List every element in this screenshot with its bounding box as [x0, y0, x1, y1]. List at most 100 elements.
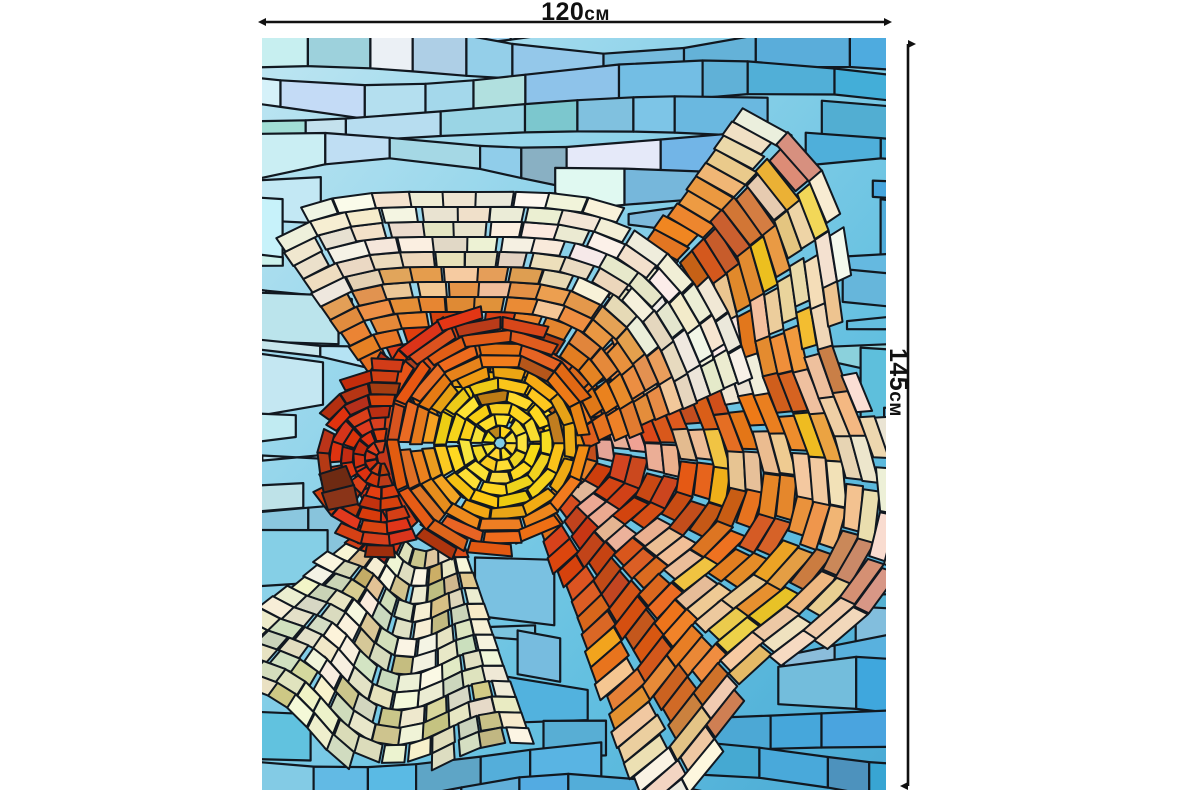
- mosaic-tile: [632, 95, 676, 134]
- mosaic-tile: [456, 205, 492, 223]
- mosaic-tile: [466, 539, 513, 558]
- mosaic-tile: [490, 695, 523, 714]
- mosaic-tile: [713, 134, 766, 171]
- mosaic-tile: [873, 415, 886, 453]
- mosaic-tile: [370, 190, 414, 210]
- mosaic-tile: [262, 626, 269, 637]
- mosaic-tile: [367, 381, 401, 396]
- mosaic-tile: [478, 354, 523, 369]
- mosaic-tile: [395, 311, 430, 330]
- mosaic-tile: [262, 643, 279, 664]
- mosaic-tile: [883, 552, 886, 566]
- mosaic-tile: [673, 372, 699, 410]
- mosaic-tile: [523, 99, 579, 134]
- width-value: 120: [541, 0, 585, 26]
- mosaic-tile: [421, 447, 443, 481]
- mosaic-tile: [622, 733, 669, 781]
- mosaic-tile: [769, 712, 823, 750]
- mosaic-tile: [460, 776, 521, 790]
- mosaic-tile: [390, 654, 415, 676]
- mosaic-tile: [363, 544, 396, 559]
- mosaic-tile: [466, 235, 499, 253]
- mosaic-tile: [701, 59, 749, 100]
- mosaic-tile: [393, 598, 415, 624]
- mosaic-tile: [397, 316, 450, 359]
- mosaic-tile: [371, 427, 388, 443]
- mosaic-tile: [416, 281, 448, 298]
- mosaic-tile: [820, 99, 886, 145]
- mosaic-tile: [567, 772, 642, 790]
- mosaic-tile: [463, 250, 499, 268]
- mosaic-tile: [407, 736, 432, 763]
- mosaic-tile: [855, 655, 886, 714]
- mosaic-tile: [813, 606, 869, 650]
- mosaic-tile: [369, 38, 414, 73]
- mosaic-tile: [488, 220, 524, 238]
- mosaic-tile: [433, 444, 455, 478]
- mosaic-tile: [262, 629, 289, 651]
- mosaic-tile: [316, 428, 336, 455]
- mosaic-tile: [387, 220, 427, 239]
- mosaic-tile: [680, 737, 725, 790]
- mosaic-tile: [496, 250, 528, 269]
- mosaic-artwork: [262, 38, 886, 790]
- mosaic-tile: [366, 404, 392, 420]
- mosaic-tile: [686, 323, 714, 364]
- mosaic-tile: [768, 629, 818, 667]
- mosaic-tile: [262, 196, 284, 263]
- mosaic-tile: [312, 765, 370, 790]
- mosaic-tile: [457, 730, 482, 758]
- mosaic-tile: [370, 357, 405, 373]
- mosaic-tile: [546, 537, 580, 576]
- mosaic-tile: [868, 760, 886, 790]
- mosaic-tile: [556, 553, 585, 589]
- mosaic-tile: [828, 226, 853, 283]
- mosaic-tile: [544, 191, 589, 214]
- mosaic-tile: [808, 169, 842, 224]
- mosaic-tile: [262, 675, 279, 697]
- mosaic-tile: [380, 743, 408, 764]
- mosaic-tile: [879, 136, 886, 160]
- mosaic-tile: [820, 709, 886, 749]
- width-unit: см: [584, 4, 610, 25]
- mosaic-tile: [262, 710, 312, 762]
- mosaic-tile: [593, 656, 636, 702]
- mosaic-tile: [693, 598, 735, 634]
- mosaic-tile: [262, 761, 315, 790]
- mosaic-tile: [618, 400, 645, 440]
- mosaic-tile: [610, 700, 658, 750]
- mosaic-tile: [262, 659, 265, 664]
- height-unit: см: [885, 391, 906, 417]
- mosaic-tile: [505, 726, 535, 745]
- mosaic-tile: [419, 515, 469, 553]
- mosaic-tile: [656, 252, 695, 295]
- mosaic-tile: [652, 662, 689, 712]
- mosaic-tile: [334, 522, 365, 545]
- mosaic-tile: [666, 777, 689, 790]
- mosaic-tile: [727, 643, 773, 686]
- mosaic-tile: [411, 38, 468, 77]
- mosaic-tile: [509, 328, 559, 357]
- mosaic-tile: [407, 190, 448, 208]
- mosaic-tile: [509, 38, 531, 41]
- mosaic-tile: [691, 788, 702, 790]
- mosaic-tile: [465, 38, 514, 80]
- mosaic-tile: [262, 660, 287, 683]
- mosaic-tile: [488, 205, 526, 223]
- mosaic-tile: [822, 280, 844, 328]
- mosaic-tile: [458, 571, 480, 590]
- mosaic-tile: [826, 755, 871, 790]
- mosaic-tile: [707, 548, 752, 583]
- mosaic-tile: [593, 216, 632, 244]
- mosaic-tile: [841, 267, 886, 308]
- mosaic-tile: [430, 741, 456, 772]
- mosaic-tile: [262, 482, 305, 513]
- goldfish-mosaic-illustration: [262, 38, 886, 790]
- mosaic-tile: [777, 655, 858, 711]
- mosaic-tile: [576, 96, 635, 133]
- mosaic-tile: [366, 763, 418, 790]
- mosaic-tile: [632, 746, 678, 790]
- mosaic-tile: [441, 786, 463, 790]
- mosaic-tile: [859, 346, 886, 428]
